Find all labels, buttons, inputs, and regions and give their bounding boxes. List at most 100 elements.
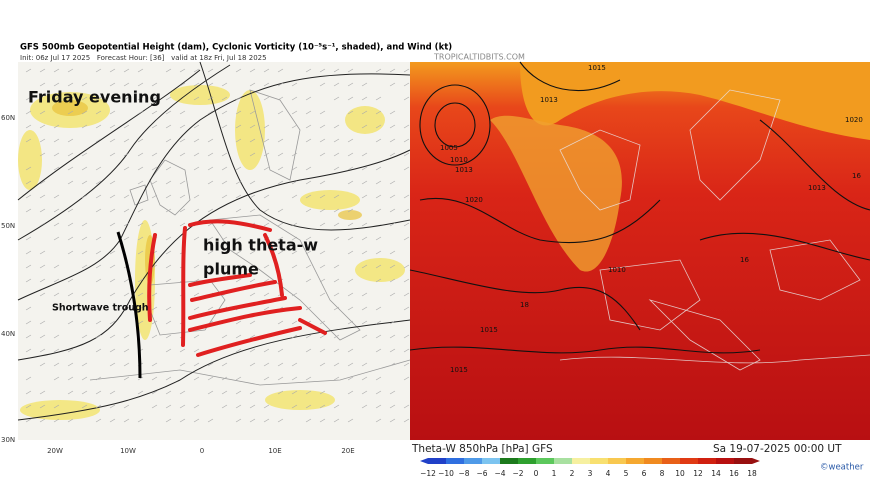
wind-barb — [389, 82, 396, 87]
wind-barb — [333, 278, 340, 283]
wind-barb — [333, 306, 340, 311]
wind-barb — [403, 278, 410, 283]
wind-barb — [67, 348, 74, 353]
wind-barb — [333, 334, 340, 339]
wind-barb — [333, 236, 340, 241]
wind-barb — [179, 138, 186, 143]
wind-barb — [39, 208, 46, 213]
colorbar-segment — [590, 458, 608, 464]
wind-barb — [109, 180, 116, 185]
wind-barb — [123, 82, 130, 87]
wind-barb — [361, 404, 368, 409]
wind-barb — [305, 194, 312, 199]
colorbar-segment — [446, 458, 464, 464]
wind-barb — [81, 124, 88, 129]
wind-barb — [319, 264, 326, 269]
lat-label: 50N — [1, 222, 15, 230]
wind-barb — [347, 208, 354, 213]
wind-barb — [389, 180, 396, 185]
wind-barb — [403, 68, 410, 73]
wind-barb — [67, 278, 74, 283]
wind-barb — [305, 418, 312, 423]
wind-barb — [361, 166, 368, 171]
wind-barb — [67, 418, 74, 423]
wind-barb — [25, 250, 32, 255]
wind-barb — [319, 250, 326, 255]
wind-barb — [25, 194, 32, 199]
wind-barb — [25, 68, 32, 73]
wind-barb — [193, 82, 200, 87]
wind-barb — [375, 320, 382, 325]
wind-barb — [389, 348, 396, 353]
wind-barb — [375, 348, 382, 353]
wind-barb — [95, 110, 102, 115]
wind-barb — [123, 334, 130, 339]
wind-barb — [95, 208, 102, 213]
wind-barb — [123, 236, 130, 241]
wind-barb — [291, 236, 298, 241]
wind-barb — [39, 250, 46, 255]
wind-barb — [389, 222, 396, 227]
colorbar-label: 1 — [552, 469, 557, 478]
wind-barb — [305, 110, 312, 115]
wind-barb — [249, 390, 256, 395]
wind-barb — [179, 110, 186, 115]
wind-barb — [81, 292, 88, 297]
wind-barb — [235, 68, 242, 73]
wind-barb — [109, 404, 116, 409]
wind-barb — [375, 96, 382, 101]
wind-barb — [81, 250, 88, 255]
wind-barb — [81, 362, 88, 367]
wind-barb — [95, 306, 102, 311]
wind-barb — [291, 82, 298, 87]
wind-barb — [319, 194, 326, 199]
wind-barb — [235, 124, 242, 129]
wind-barb — [305, 278, 312, 283]
wind-barb — [305, 138, 312, 143]
colorbar-segment — [554, 458, 572, 464]
wind-barb — [291, 96, 298, 101]
colorbar-label: −4 — [494, 469, 505, 478]
wind-barb — [277, 348, 284, 353]
wind-barb — [95, 236, 102, 241]
wind-barb — [67, 376, 74, 381]
wind-barb — [25, 264, 32, 269]
wind-barb — [109, 418, 116, 423]
wind-barb — [151, 264, 158, 269]
wind-barb — [95, 348, 102, 353]
wind-barb — [235, 278, 242, 283]
wind-barb — [235, 348, 242, 353]
wind-barb — [403, 82, 410, 87]
wind-barb — [25, 334, 32, 339]
wind-barb — [123, 418, 130, 423]
coastlines — [559, 89, 870, 371]
wind-barb — [221, 166, 228, 171]
wind-barb — [235, 334, 242, 339]
wind-barb — [249, 250, 256, 255]
wind-barb — [305, 124, 312, 129]
wind-barb — [375, 376, 382, 381]
wind-barb — [319, 208, 326, 213]
wind-barb — [39, 124, 46, 129]
wind-barb — [375, 278, 382, 283]
wind-barb — [193, 376, 200, 381]
wind-barb — [39, 194, 46, 199]
wind-barb — [375, 138, 382, 143]
lon-label: 10W — [120, 447, 136, 455]
wind-barb — [95, 180, 102, 185]
wind-barb — [165, 320, 172, 325]
wind-barb — [263, 208, 270, 213]
wind-barb — [319, 138, 326, 143]
wind-barbs — [25, 68, 410, 423]
wind-barb — [95, 138, 102, 143]
wind-barb — [53, 362, 60, 367]
wind-barb — [165, 418, 172, 423]
wind-barb — [319, 362, 326, 367]
wind-barb — [403, 96, 410, 101]
wind-barb — [207, 250, 214, 255]
wind-barb — [95, 250, 102, 255]
wind-barb — [361, 194, 368, 199]
wind-barb — [277, 152, 284, 157]
right-valid-time: Sa 19-07-2025 00:00 UT — [713, 443, 842, 455]
wind-barb — [123, 376, 130, 381]
